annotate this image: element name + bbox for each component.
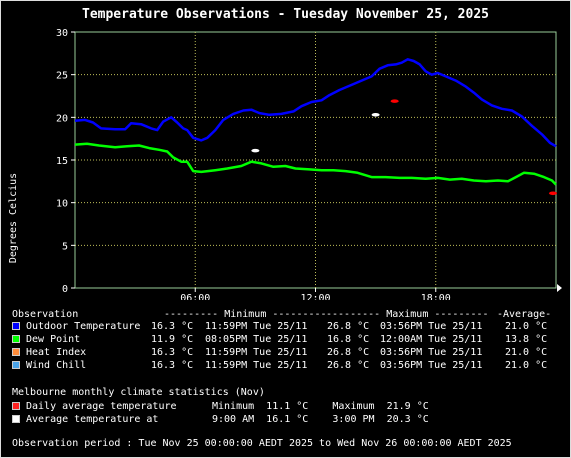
legend-min-value: 16.3 °C [151,360,194,371]
legend-swatch [12,335,20,343]
y-tick-label: 0 [62,284,68,295]
legend-swatch [12,361,20,369]
legend-max-value: 26.8 °C [327,347,370,358]
legend-min-time: 11:59PM Tue 25/11 [205,360,308,371]
legend-header-minimum: --------- Minimum --------- [164,309,327,320]
observation-period: Observation period : Tue Nov 25 00:00:00… [12,438,512,449]
legend-header-maximum: --------- Maximum --------- [326,309,489,320]
legend-average: 21.0 °C [505,321,548,332]
legend-min-value: 11.9 °C [151,334,194,345]
climate-marker [390,99,399,103]
y-tick-label: 15 [56,156,68,167]
x-tick-label: 06:00 [180,293,210,300]
chart-markers [251,99,557,196]
legend-label: Wind Chill [26,360,87,371]
legend-max-value: 26.8 °C [327,360,370,371]
climate-swatch [12,415,20,423]
climate-values: Minimum 11.1 °C Maximum 21.9 °C [212,401,429,412]
legend-label: Heat Index [26,347,87,358]
legend-swatch [12,348,20,356]
legend-average: 13.8 °C [505,334,548,345]
legend-min-value: 16.3 °C [151,347,194,358]
legend-header-observation: Observation [12,309,79,320]
climate-swatch [12,402,20,410]
legend-max-time: 03:56PM Tue 25/11 [380,360,483,371]
legend-label: Dew Point [26,334,81,345]
legend-max-value: 16.8 °C [327,334,370,345]
legend-max-time: 03:56PM Tue 25/11 [380,347,483,358]
climate-marker [251,148,260,153]
temperature-chart: 0 5 10 15 20 25 30 06:00 12:00 18:00 [56,28,562,300]
legend-max-value: 26.8 °C [327,321,370,332]
chart-axes: 0 5 10 15 20 25 30 06:00 12:00 18:00 [56,28,562,300]
legend-max-time: 12:00AM Tue 25/11 [380,334,483,345]
legend-min-value: 16.3 °C [151,321,194,332]
climate-marker [371,112,380,117]
legend-label: Outdoor Temperature [26,321,141,332]
legend-min-time: 08:05PM Tue 25/11 [205,334,308,345]
y-tick-label: 20 [56,113,68,124]
climate-marker [548,191,557,196]
x-tick-label: 18:00 [421,293,451,300]
climate-label: Average temperature at [26,414,159,425]
y-tick-label: 10 [56,199,68,210]
y-tick-label: 25 [56,71,68,82]
climate-header: Melbourne monthly climate statistics (No… [12,387,265,398]
legend-min-time: 11:59PM Tue 25/11 [205,347,308,358]
y-tick-label: 30 [56,28,68,39]
chart-title: Temperature Observations - Tuesday Novem… [82,7,489,22]
legend-min-time: 11:59PM Tue 25/11 [205,321,308,332]
y-tick-label: 5 [62,241,68,252]
x-tick-label: 12:00 [300,293,330,300]
climate-values: 9:00 AM 16.1 °C 3:00 PM 20.3 °C [212,414,429,425]
series-line [74,142,557,186]
legend-average: 21.0 °C [505,360,548,371]
climate-label: Daily average temperature [26,401,177,412]
series-line [74,58,557,148]
legend-swatch [12,322,20,330]
y-axis-label: Degrees Celcius [8,172,19,264]
chart-series [74,58,557,186]
legend-header-average: -Average- [497,309,552,320]
x-axis-arrow [557,284,562,292]
chart-grid [74,31,557,289]
legend-average: 21.0 °C [505,347,548,358]
legend-max-time: 03:56PM Tue 25/11 [380,321,483,332]
